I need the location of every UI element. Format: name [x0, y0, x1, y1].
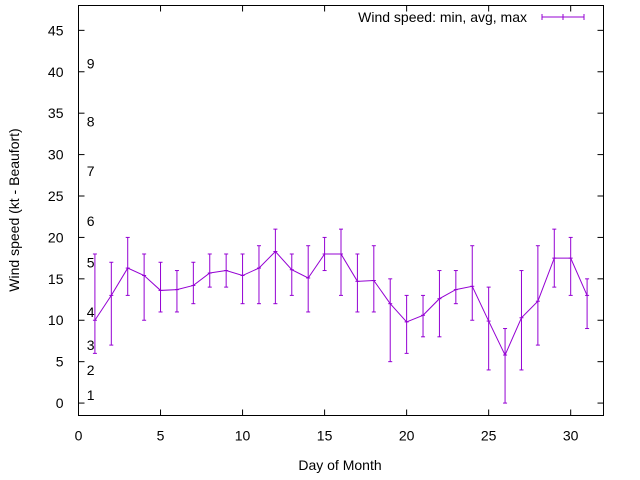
- data-series: [92, 228, 590, 404]
- x-tick-label: 15: [317, 428, 333, 444]
- legend: Wind speed: min, avg, max: [358, 9, 585, 25]
- y-tick-label: 15: [48, 271, 64, 287]
- y-axis-label: Wind speed (kt - Beaufort): [6, 128, 22, 291]
- y-tick-label: 10: [48, 312, 64, 328]
- beaufort-label: 5: [87, 254, 95, 270]
- y-tick-label: 45: [48, 22, 64, 38]
- beaufort-scale-labels: 1 2 3 4 5 6 7 8 9: [87, 55, 95, 402]
- y-tick-label: 0: [56, 395, 64, 411]
- beaufort-label: 8: [87, 113, 95, 129]
- beaufort-label: 7: [87, 163, 95, 179]
- plot-frame: [78, 5, 604, 416]
- y-tick-label: 20: [48, 229, 64, 245]
- x-tick-label: 20: [399, 428, 415, 444]
- beaufort-label: 2: [87, 362, 95, 378]
- x-tick-label: 5: [157, 428, 165, 444]
- series-line: [94, 250, 588, 357]
- beaufort-label: 4: [87, 304, 95, 320]
- x-axis-label: Day of Month: [298, 457, 381, 473]
- y-tick-label: 35: [48, 105, 64, 121]
- x-axis: 0 5 10 15 20 25 30: [75, 5, 579, 444]
- y-tick-label: 25: [48, 188, 64, 204]
- x-tick-label: 30: [563, 428, 579, 444]
- beaufort-label: 9: [87, 55, 95, 71]
- beaufort-label: 1: [87, 387, 95, 403]
- beaufort-label: 6: [87, 213, 95, 229]
- x-tick-label: 10: [235, 428, 251, 444]
- x-tick-label: 0: [75, 428, 83, 444]
- x-tick-label: 25: [481, 428, 497, 444]
- y-tick-label: 40: [48, 64, 64, 80]
- beaufort-label: 3: [87, 337, 95, 353]
- legend-label: Wind speed: min, avg, max: [358, 9, 527, 25]
- y-tick-label: 30: [48, 147, 64, 163]
- y-tick-label: 5: [56, 354, 64, 370]
